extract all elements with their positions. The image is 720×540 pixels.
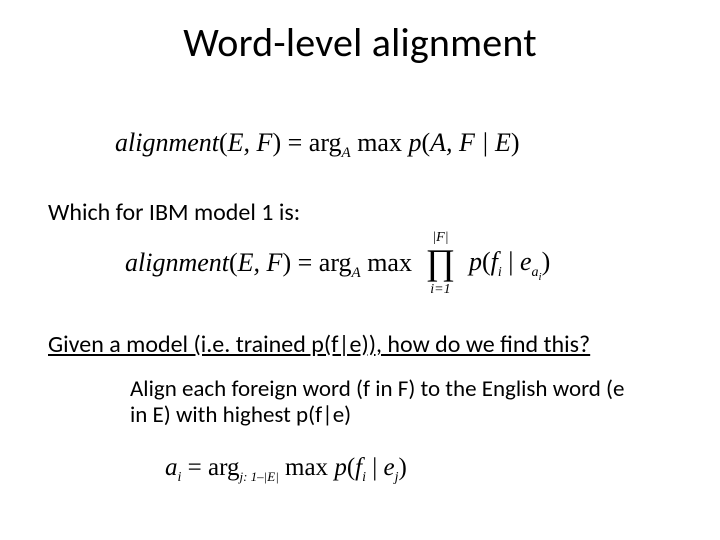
eq1-paren-open: ( [219, 128, 228, 157]
eq2-prod-symbol: ∏ [420, 244, 460, 280]
eq3-eq: = [181, 454, 208, 481]
eq2-arg-sub: A [352, 265, 361, 281]
slide: Word-level alignment alignment(E, F) = a… [0, 0, 720, 540]
eq2-f: f [491, 247, 498, 276]
eq1-p: p [408, 128, 421, 157]
eq2-arg: arg [319, 248, 352, 277]
eq2-max: max [361, 248, 412, 277]
eq3-arg-sub: j: 1–|E| [239, 469, 278, 484]
eq1-arg-sub: A [342, 145, 351, 161]
equation-alignment-def: alignment(E, F) = argA max p(A, F | E) [115, 128, 520, 162]
eq2-e: e [520, 247, 532, 276]
eq2-lower-limit: i=1 [420, 282, 460, 298]
eq1-paren-close: ) [272, 128, 281, 157]
eq3-e: e [384, 454, 395, 481]
eq1-eq: = [281, 128, 309, 157]
eq1-lhs: alignment [115, 128, 219, 157]
eq2-ea: ai [532, 265, 542, 280]
eq3-p: p [334, 454, 347, 481]
eq2-eq: = [291, 248, 319, 277]
eq2-product: ||F| |F| ∏ i=1 [420, 232, 460, 298]
eq1-pclose: ) [511, 128, 520, 157]
eq3-open: ( [347, 454, 355, 481]
eq2-tail: p(fi | eai) [469, 247, 550, 283]
eq3-bar: | [366, 454, 384, 481]
equation-ibm-model-1: alignment(E, F) = argA max ||F| |F| ∏ i=… [125, 232, 550, 304]
eq2-p: p [469, 247, 482, 276]
eq1-pargs: A, F | E [430, 128, 511, 157]
eq2-po: ( [229, 248, 238, 277]
eq2-lhs: alignment [125, 248, 229, 277]
eq2-open: ( [482, 247, 491, 276]
eq1-args: E, F [228, 128, 273, 157]
eq1-arg: arg [309, 128, 342, 157]
eq3-close: ) [399, 454, 407, 481]
slide-title: Word-level alignment [0, 18, 720, 67]
eq3-max: max [285, 454, 334, 481]
eq2-close: ) [542, 247, 551, 276]
eq2-args: E, F [238, 248, 283, 277]
eq3-a: a [165, 454, 178, 481]
eq3-arg: arg [208, 454, 239, 481]
body-text-2: Given a model (i.e. trained p(f|e)), how… [48, 330, 590, 359]
eq2-pc: ) [282, 248, 291, 277]
body-text-3: Align each foreign word (f in F) to the … [130, 376, 630, 429]
body-text-1: Which for IBM model 1 is: [48, 198, 300, 227]
eq2-a: a [532, 265, 539, 280]
eq2-bar: | [502, 247, 520, 276]
eq1-popen: ( [421, 128, 430, 157]
eq2-lhs-wrap: alignment(E, F) = argA max [125, 248, 412, 282]
equation-argmax-alignment: ai = argj: 1–|E| max p(fi | ej) [165, 454, 407, 486]
eq1-max: max [357, 128, 408, 157]
